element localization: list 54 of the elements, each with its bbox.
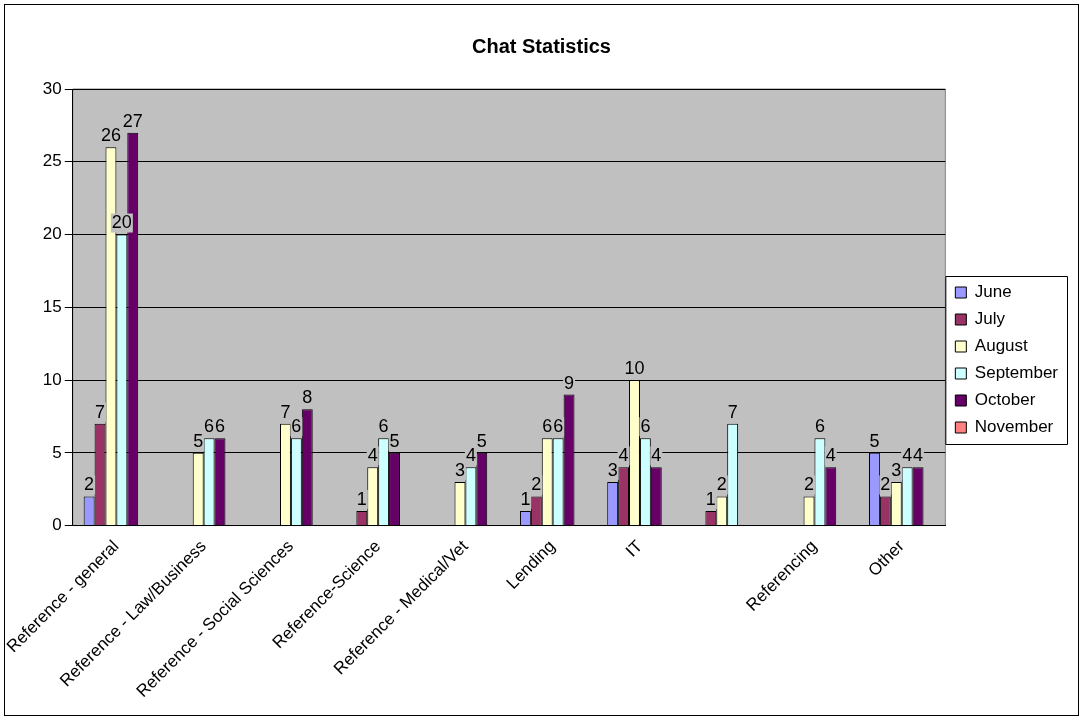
data-label: 2 <box>716 474 727 495</box>
data-label: 3 <box>607 459 618 480</box>
legend-label: November <box>974 417 1054 437</box>
data-label: 5 <box>193 430 204 451</box>
y-tick-label: 0 <box>52 515 62 535</box>
data-label: 4 <box>913 445 924 466</box>
data-label: 9 <box>564 372 575 393</box>
data-label: 6 <box>553 416 564 437</box>
data-label: 6 <box>215 416 226 437</box>
data-label: 6 <box>814 416 825 437</box>
legend-label: August <box>974 336 1029 356</box>
data-label: 6 <box>204 416 215 437</box>
legend-label: September <box>974 363 1059 383</box>
data-label: 5 <box>476 430 487 451</box>
data-label: 26 <box>100 125 121 146</box>
y-tick-label: 15 <box>42 296 62 316</box>
data-label: 10 <box>624 358 645 379</box>
data-label: 4 <box>618 445 629 466</box>
data-label: 27 <box>122 110 143 131</box>
data-label: 2 <box>84 474 95 495</box>
y-tick-label: 5 <box>52 442 62 462</box>
data-label: 6 <box>291 416 302 437</box>
data-label: 4 <box>465 445 476 466</box>
legend-label: October <box>974 390 1036 410</box>
data-label: 8 <box>302 387 313 408</box>
data-label: 7 <box>727 401 738 422</box>
data-label: 6 <box>378 416 389 437</box>
data-label: 4 <box>651 445 662 466</box>
y-tick-label: 30 <box>42 78 62 98</box>
data-label: 7 <box>280 401 291 422</box>
data-label: 1 <box>356 488 367 509</box>
y-tick-label: 20 <box>42 224 62 244</box>
legend-label: July <box>974 309 1006 329</box>
data-label: 7 <box>95 401 106 422</box>
legend-label: June <box>974 282 1012 302</box>
y-tick-label: 25 <box>42 151 62 171</box>
data-label: 1 <box>705 488 716 509</box>
data-label: 2 <box>531 474 542 495</box>
data-label: 4 <box>902 445 913 466</box>
y-tick-label: 10 <box>42 369 62 389</box>
data-label: 3 <box>454 459 465 480</box>
data-label: 5 <box>389 430 400 451</box>
data-label: 5 <box>869 430 880 451</box>
chart-title: Chat Statistics <box>472 34 611 57</box>
data-label: 4 <box>367 445 378 466</box>
data-label: 2 <box>803 474 815 495</box>
data-label: 4 <box>825 445 836 466</box>
data-label: 3 <box>891 459 902 480</box>
data-label: 2 <box>880 474 891 495</box>
x-tick-label: IT <box>621 536 647 561</box>
data-label: 20 <box>111 212 132 233</box>
data-label: 6 <box>640 416 651 437</box>
data-label: 1 <box>520 488 531 509</box>
data-label: 6 <box>542 416 553 437</box>
